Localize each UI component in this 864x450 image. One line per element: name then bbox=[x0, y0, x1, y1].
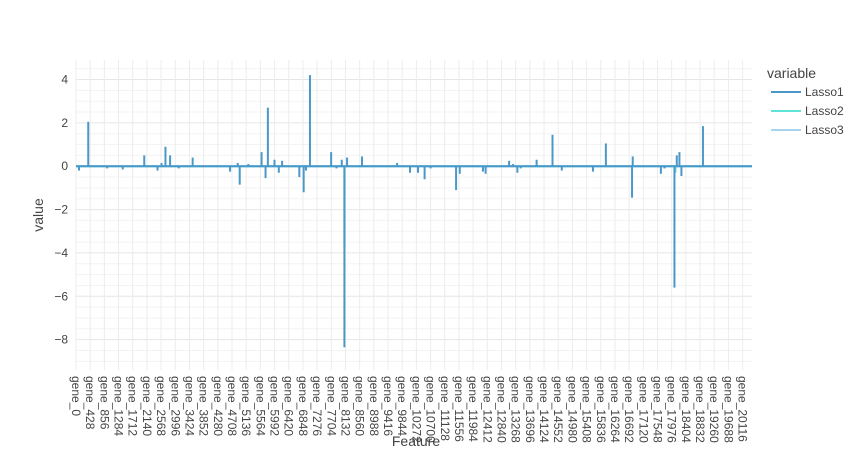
y-tick-label: 4 bbox=[61, 73, 68, 87]
legend-label: Lasso1 bbox=[805, 85, 844, 99]
legend-label: Lasso2 bbox=[805, 104, 844, 118]
x-tick-label: gene_11984 bbox=[466, 376, 480, 442]
x-tick-label: gene_7276 bbox=[310, 376, 324, 436]
series-Lasso1 bbox=[76, 75, 752, 348]
legend-item-Lasso1[interactable]: Lasso1 bbox=[771, 85, 844, 99]
x-tick-label: gene_8560 bbox=[353, 376, 367, 436]
x-tick-label: gene_13696 bbox=[523, 376, 537, 443]
x-tick-label: gene_10272 bbox=[409, 376, 423, 443]
x-tick-label: gene_8988 bbox=[367, 376, 381, 436]
legend-label: Lasso3 bbox=[805, 123, 844, 137]
x-tick-label: gene_12412 bbox=[480, 376, 494, 443]
x-tick-label: gene_6420 bbox=[282, 376, 296, 436]
x-tick-label: gene_9844 bbox=[395, 376, 409, 436]
x-tick-label: gene_9416 bbox=[381, 376, 395, 436]
y-axis-title: value bbox=[30, 198, 46, 232]
x-tick-label: gene_6848 bbox=[296, 376, 310, 436]
x-tick-label: gene_15408 bbox=[580, 376, 594, 443]
x-tick-label: gene_8132 bbox=[338, 376, 352, 436]
x-tick-label: gene_15836 bbox=[594, 376, 608, 443]
x-tick-label: gene_17548 bbox=[650, 376, 664, 443]
x-tick-label: gene_17120 bbox=[636, 376, 650, 443]
x-tick-label: gene_428 bbox=[83, 376, 97, 430]
x-tick-label: gene_856 bbox=[97, 376, 111, 430]
legend-item-Lasso2[interactable]: Lasso2 bbox=[771, 104, 844, 118]
x-tick-label: gene_3852 bbox=[197, 376, 211, 436]
x-tick-label: gene_18404 bbox=[679, 376, 693, 443]
y-tick-label: −6 bbox=[54, 289, 68, 303]
series-Lasso2 bbox=[76, 165, 752, 247]
legend-item-Lasso3[interactable]: Lasso3 bbox=[771, 123, 844, 137]
x-tick-label: gene_16264 bbox=[608, 376, 622, 443]
x-tick-label: gene_2996 bbox=[168, 376, 182, 436]
x-tick-label: gene_5564 bbox=[253, 376, 267, 436]
x-tick-label: gene_13268 bbox=[509, 376, 523, 443]
x-tick-label: gene_2140 bbox=[140, 376, 154, 436]
x-tick-label: gene_17976 bbox=[665, 376, 679, 443]
x-tick-label: gene_14980 bbox=[565, 376, 579, 443]
x-tick-label: gene_19260 bbox=[707, 376, 721, 443]
x-tick-label: gene_3424 bbox=[182, 376, 196, 436]
x-tick-label: gene_16692 bbox=[622, 376, 636, 443]
gridlines bbox=[75, 60, 752, 370]
x-tick-label: gene_2568 bbox=[154, 376, 168, 436]
y-tick-label: 2 bbox=[61, 116, 68, 130]
y-axis: 4 2 0 −2 −4 −6 −8 bbox=[54, 73, 68, 347]
x-tick-label: gene_14124 bbox=[537, 376, 551, 443]
x-tick-label: gene_14552 bbox=[551, 376, 565, 443]
x-tick-label: gene_12840 bbox=[494, 376, 508, 443]
x-axis-title: Feature bbox=[392, 433, 440, 449]
x-tick-label: gene_1284 bbox=[112, 376, 126, 436]
y-tick-label: −8 bbox=[54, 333, 68, 347]
x-tick-label: gene_19688 bbox=[721, 376, 735, 443]
x-axis: gene_0 gene_428 gene_856 gene_1284 gene_1712… bbox=[69, 376, 750, 443]
x-tick-label: gene_20116 bbox=[736, 376, 750, 442]
legend-title: variable bbox=[767, 65, 816, 81]
y-tick-label: −2 bbox=[54, 203, 68, 217]
y-tick-label: 0 bbox=[61, 159, 68, 173]
x-tick-label: gene_18832 bbox=[693, 376, 707, 443]
legend[interactable]: variable Lasso1 Lasso2 Lasso3 bbox=[767, 65, 844, 137]
x-tick-label: gene_5992 bbox=[268, 376, 282, 436]
x-tick-label: gene_1712 bbox=[126, 376, 140, 436]
x-tick-label: gene_4280 bbox=[211, 376, 225, 436]
x-tick-label: gene_11128 bbox=[438, 376, 452, 441]
x-tick-label: gene_10700 bbox=[424, 376, 438, 443]
x-tick-label: gene_7704 bbox=[324, 376, 338, 436]
x-tick-label: gene_11556 bbox=[452, 376, 466, 442]
x-tick-label: gene_4708 bbox=[225, 376, 239, 436]
x-tick-label: gene_5136 bbox=[239, 376, 253, 436]
plot-area bbox=[76, 75, 752, 348]
y-tick-label: −4 bbox=[54, 246, 68, 260]
x-tick-label: gene_0 bbox=[69, 376, 83, 416]
